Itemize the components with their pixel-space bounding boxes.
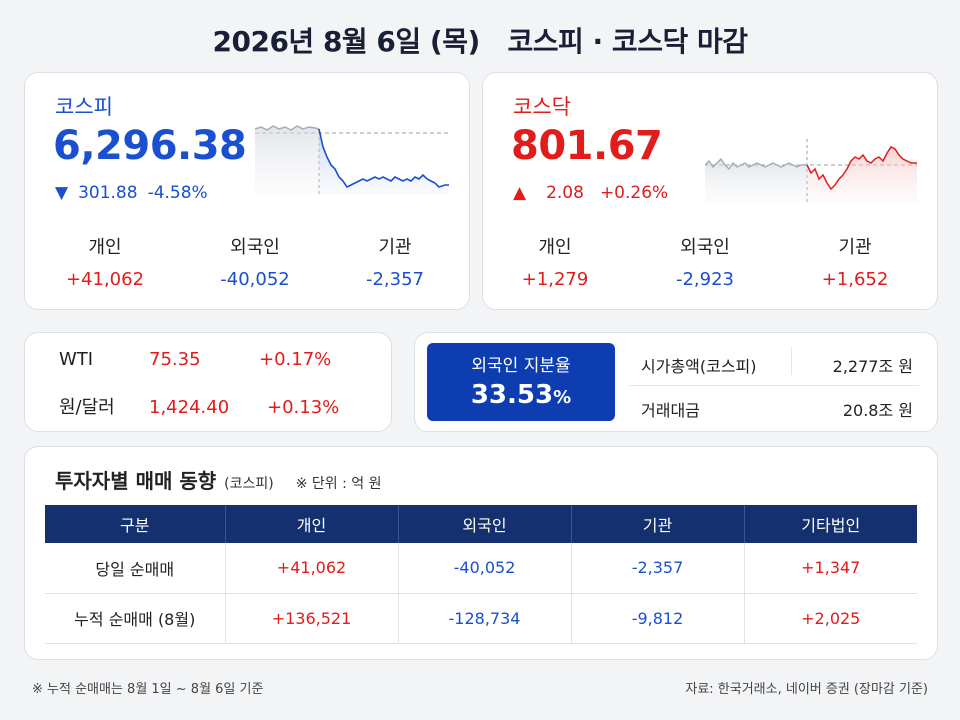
foreign-share-label: 외국인 지분율 — [471, 356, 571, 376]
macro-name: WTI — [59, 349, 94, 370]
table-cell: +41,062 — [225, 543, 399, 594]
investor-flow-table: 구분 개인 외국인 기관 기타법인 당일 순매매 +41,062 -40,052… — [45, 505, 917, 644]
divider — [629, 385, 919, 386]
flow-subtitle: (코스피) — [224, 476, 274, 492]
macro-row-usdkrw: 원/달러 1,424.40 +0.13% — [59, 393, 339, 419]
investor-label: 외국인 — [680, 237, 730, 258]
stat-label: 거래대금 — [641, 401, 700, 420]
foreign-share-value: 33.53% — [470, 380, 572, 410]
column-header: 개인 — [225, 505, 399, 543]
market-stats-card: 외국인 지분율 33.53% 시가총액(코스피) 2,277조 원 거래대금 2… — [414, 332, 938, 432]
up-arrow-icon: ▲ — [513, 183, 527, 203]
table-row: 누적 순매매 (8월) +136,521 -128,734 -9,812 +2,… — [45, 593, 917, 644]
kospi-investor-individual: 개인 +41,062 — [35, 233, 175, 290]
footnote-right: 자료: 한국거래소, 네이버 증권 (장마감 기준) — [685, 682, 928, 697]
footnote-left: ※ 누적 순매매는 8월 1일 ~ 8월 6일 기준 — [32, 682, 264, 697]
investor-flow-card: 투자자별 매매 동향 (코스피) ※ 단위 : 억 원 구분 개인 외국인 기관 기… — [24, 446, 938, 660]
macro-row-wti: WTI 75.35 +0.17% — [59, 349, 331, 370]
page-title: 2026년 8월 6일 (목) 코스피 · 코스닥 마감 — [212, 25, 748, 58]
investor-label: 외국인 — [230, 237, 280, 258]
kosdaq-change: ▲ 2.08 +0.26% — [513, 183, 678, 203]
kospi-name: 코스피 — [55, 95, 113, 119]
investor-value: +1,652 — [821, 269, 889, 290]
flow-section-title: 투자자별 매매 동향 (코스피) ※ 단위 : 억 원 — [55, 469, 382, 493]
down-arrow-icon: ▼ — [55, 183, 69, 203]
table-cell: -2,357 — [571, 543, 745, 594]
investor-label: 기관 — [378, 237, 412, 258]
table-cell: -128,734 — [398, 593, 572, 644]
investor-label: 개인 — [538, 237, 572, 258]
macro-price: 75.35 — [149, 349, 201, 370]
row-label: 당일 순매매 — [45, 543, 226, 594]
divider — [791, 347, 792, 375]
kosdaq-investor-individual: 개인 +1,279 — [485, 233, 625, 290]
column-header: 구분 — [45, 505, 226, 543]
table-header-row: 구분 개인 외국인 기관 기타법인 — [45, 505, 917, 543]
macro-change: +0.13% — [267, 397, 340, 418]
kosdaq-sparkline — [705, 139, 917, 203]
kosdaq-change-points: 2.08 — [546, 183, 584, 203]
investor-value: +1,279 — [521, 269, 589, 290]
investor-label: 기관 — [838, 237, 872, 258]
kosdaq-card[interactable]: 코스닥 801.67 ▲ 2.08 +0.26% 개인 +1,279 외국인 — [482, 72, 938, 310]
column-header: 기타법인 — [744, 505, 917, 543]
table-cell: +2,025 — [744, 593, 917, 644]
macro-price: 1,424.40 — [149, 397, 230, 418]
column-header: 기관 — [571, 505, 745, 543]
investor-label: 개인 — [88, 237, 122, 258]
column-header: 외국인 — [398, 505, 572, 543]
kosdaq-investor-institution: 기관 +1,652 — [785, 233, 925, 290]
table-row: 당일 순매매 +41,062 -40,052 -2,357 +1,347 — [45, 543, 917, 594]
kospi-investor-foreign: 외국인 -40,052 — [185, 233, 325, 290]
macro-card: WTI 75.35 +0.17% 원/달러 1,424.40 +0.13% — [24, 332, 392, 432]
kosdaq-value: 801.67 — [511, 123, 663, 169]
investor-value: -2,923 — [675, 269, 735, 290]
kospi-change: ▼ 301.88 -4.58% — [55, 183, 218, 203]
investor-value: -40,052 — [220, 269, 290, 290]
kosdaq-investor-foreign: 외국인 -2,923 — [635, 233, 775, 290]
kospi-card[interactable]: 코스피 6,296.38 ▼ 301.88 -4.58% — [24, 72, 470, 310]
macro-name: 원/달러 — [59, 397, 115, 418]
table-cell: -9,812 — [571, 593, 745, 644]
kospi-change-points: 301.88 — [78, 183, 138, 203]
table-cell: -40,052 — [398, 543, 572, 594]
stat-value: 20.8조 원 — [842, 401, 913, 420]
kosdaq-change-pct: +0.26% — [599, 183, 669, 203]
unit-note: ※ 단위 : 억 원 — [295, 476, 382, 492]
row-label: 누적 순매매 (8월) — [45, 593, 226, 644]
kosdaq-name: 코스닥 — [513, 95, 571, 119]
macro-change: +0.17% — [259, 349, 332, 370]
table-cell: +1,347 — [744, 543, 917, 594]
stat-value: 2,277조 원 — [832, 357, 913, 376]
investor-value: +41,062 — [65, 269, 145, 290]
stat-label: 시가총액(코스피) — [641, 357, 757, 376]
foreign-share-box: 외국인 지분율 33.53% — [427, 343, 615, 421]
kospi-change-pct: -4.58% — [147, 183, 208, 203]
kospi-sparkline — [255, 125, 449, 195]
kospi-investor-institution: 기관 -2,357 — [325, 233, 465, 290]
table-cell: +136,521 — [225, 593, 399, 644]
investor-value: -2,357 — [365, 269, 425, 290]
kospi-value: 6,296.38 — [53, 123, 247, 169]
